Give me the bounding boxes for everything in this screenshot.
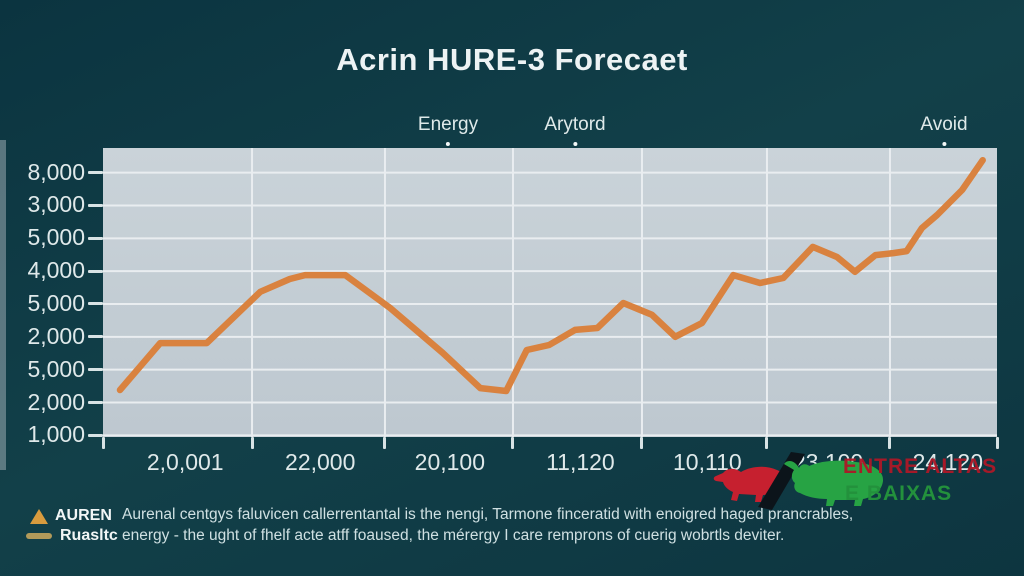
footer-line-2: energy - the ught of fhelf acte atff foa… [122,526,785,544]
forecast-line-chart [103,148,997,437]
annotation-label: Energy [417,114,479,135]
y-tickmark [88,269,103,273]
y-tick-label: 4,000 [27,257,85,284]
legend-item-auren: AUREN [30,506,118,526]
y-tickmark [88,433,103,437]
x-tickmark [765,437,769,449]
y-tick-label: 3,000 [27,191,85,218]
dash-icon [26,533,52,539]
warning-triangle-icon [30,508,48,524]
left-edge-strip [0,140,6,470]
marker-dot-icon [573,142,577,146]
x-tickmark [640,437,644,449]
y-tickmark [88,236,103,240]
y-tickmark [88,335,103,339]
y-tickmark [88,302,103,306]
x-tickmark [511,437,515,449]
annotation-arytord: Arytord [544,114,606,146]
legend-label: Ruasltc [60,527,118,544]
x-tickmark [250,437,254,449]
footer-description: Aurenal centgys faluvicen callerrentanta… [122,505,1002,546]
x-tick-label: 20,100 [414,449,486,475]
y-tickmark [88,203,103,207]
x-tickmark [101,437,105,449]
x-tick-label: 11,120 [546,449,615,475]
y-tick-label: 5,000 [27,224,85,251]
chart-legend: AUREN Ruasltc [26,506,118,546]
legend-label: AUREN [55,507,112,524]
bull-icon [784,460,884,506]
y-tickmark [88,368,103,372]
annotation-energy: Energy [418,114,478,146]
y-tickmark [88,171,103,175]
y-tick-label: 2,000 [27,322,85,349]
y-tick-label: 2,000 [27,388,85,415]
x-tickmark [888,437,892,449]
page-title: Acrin HURE-3 Forecaet [336,42,688,77]
x-tickmark [383,437,387,449]
x-tick-label: 2,0,001 [146,449,224,475]
y-tick-label: 5,000 [27,355,85,382]
footer-line-1: Aurenal centgys faluvicen callerrentanta… [122,506,854,523]
badge-text-green: E BAIXAS [845,482,953,505]
y-tick-label: 1,000 [27,421,85,448]
x-tick-label: 22,000 [285,449,356,475]
line-chart-plot-area [103,148,997,437]
y-tickmark [88,401,103,405]
annotation-label: Avoid [920,114,968,135]
badge-text-red: ENTRE ALTAS [843,455,998,478]
marker-dot-icon [942,142,946,146]
bull-bear-graphic [713,452,884,510]
legend-item-ruasltc: Ruasltc [26,526,118,546]
x-tick-label: 24,120 [912,449,983,475]
x-tickmark [995,437,999,449]
y-tick-label: 5,000 [27,289,85,316]
annotation-label: Arytord [544,114,606,135]
marker-dot-icon [445,142,450,146]
y-tick-label: 8,000 [27,158,85,185]
annotation-avoid: Avoid [920,114,968,146]
series-line-auren [116,156,986,395]
